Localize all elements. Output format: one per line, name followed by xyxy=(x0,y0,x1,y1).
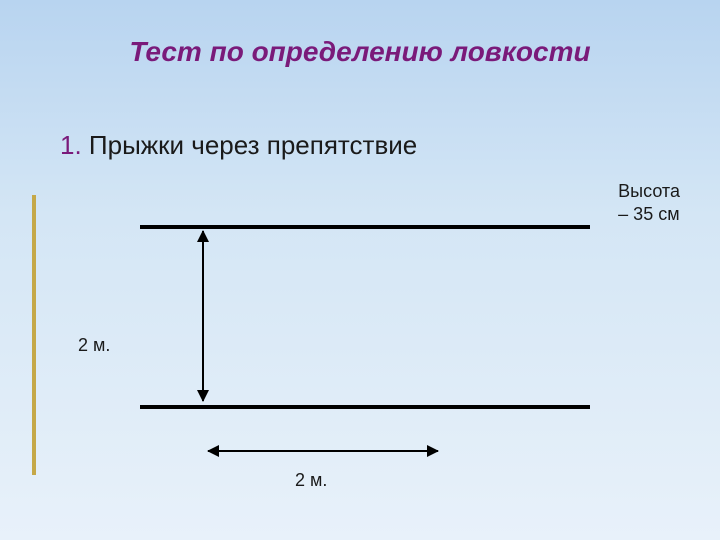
list-text: Прыжки через препятствие xyxy=(89,130,417,160)
height-label-line2: – 35 см xyxy=(618,203,680,226)
horizontal-dimension-label: 2 м. xyxy=(295,470,327,491)
height-label-line1: Высота xyxy=(618,180,680,203)
list-item: 1. Прыжки через препятствие xyxy=(60,130,417,161)
height-label: Высота – 35 см xyxy=(618,180,680,227)
page-title: Тест по определению ловкости xyxy=(0,36,720,68)
top-bar xyxy=(140,225,590,229)
accent-bar xyxy=(32,195,36,475)
vertical-arrow xyxy=(202,231,204,401)
horizontal-arrow xyxy=(208,450,438,452)
diagram xyxy=(120,225,590,485)
vertical-dimension-label: 2 м. xyxy=(78,335,110,356)
list-number: 1. xyxy=(60,130,82,160)
bottom-bar xyxy=(140,405,590,409)
